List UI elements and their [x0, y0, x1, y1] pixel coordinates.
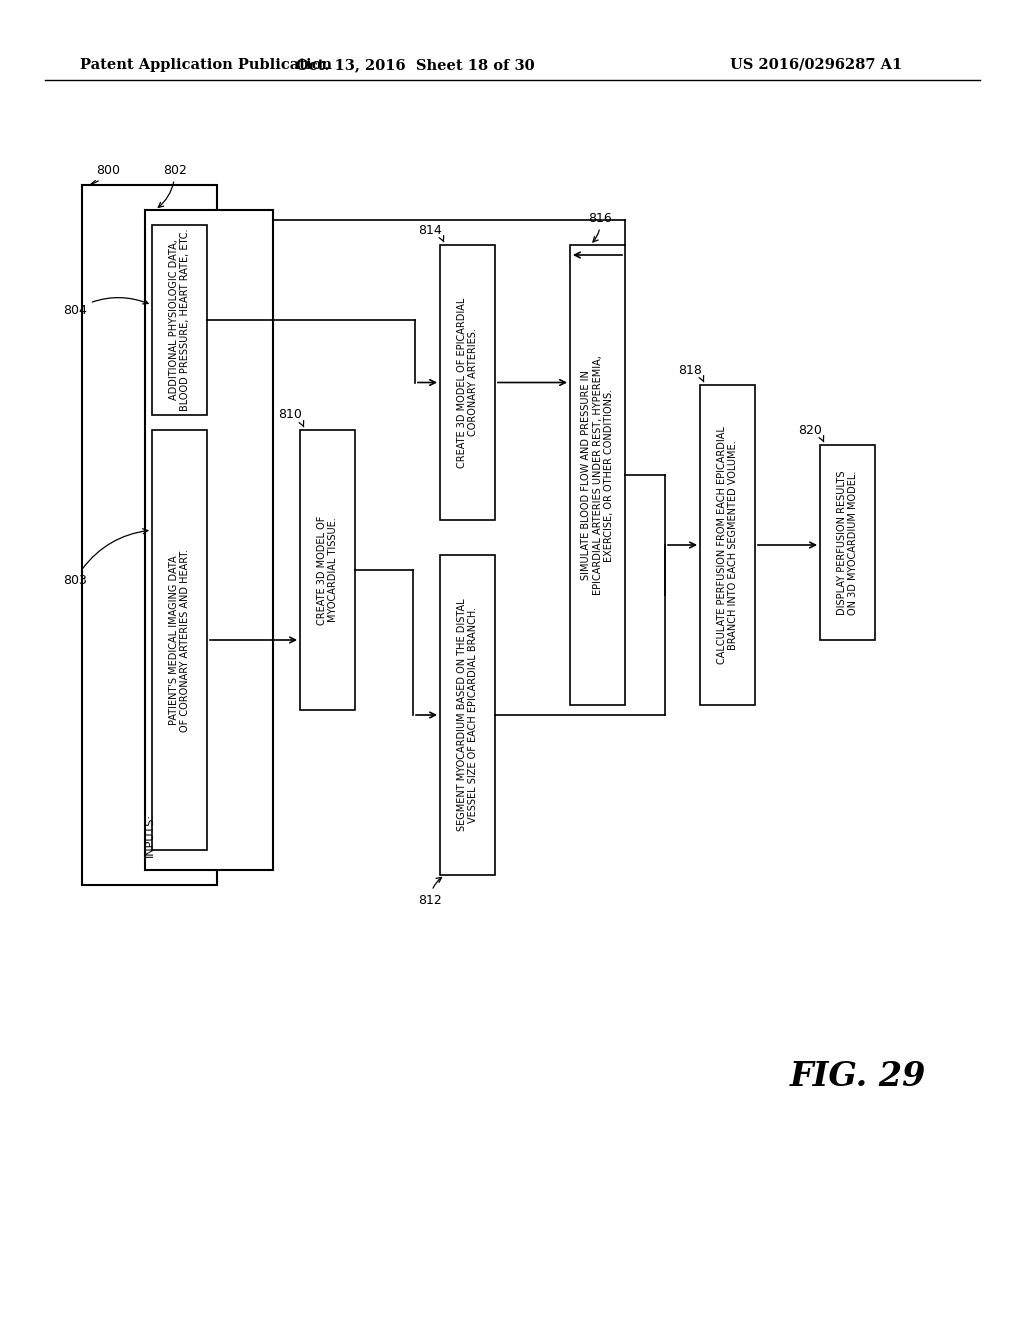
- Text: CREATE 3D MODEL OF
MYOCARDIAL TISSUE.: CREATE 3D MODEL OF MYOCARDIAL TISSUE.: [316, 515, 338, 624]
- Text: US 2016/0296287 A1: US 2016/0296287 A1: [730, 58, 902, 73]
- Bar: [440, 246, 495, 520]
- Text: 812: 812: [418, 878, 442, 907]
- Text: INPUTS:: INPUTS:: [144, 813, 155, 857]
- Bar: [152, 224, 207, 414]
- Text: 810: 810: [279, 408, 304, 426]
- Text: 802: 802: [159, 164, 187, 207]
- Text: 816: 816: [588, 211, 612, 242]
- Text: PATIENT'S MEDICAL IMAGING DATA
OF CORONARY ARTERIES AND HEART.: PATIENT'S MEDICAL IMAGING DATA OF CORONA…: [169, 548, 190, 731]
- Text: ADDITIONAL PHYSIOLOGIC DATA,
BLOOD PRESSURE, HEART RATE, ETC.: ADDITIONAL PHYSIOLOGIC DATA, BLOOD PRESS…: [169, 228, 190, 412]
- Text: CREATE 3D MODEL OF EPICARDIAL
CORONARY ARTERIES.: CREATE 3D MODEL OF EPICARDIAL CORONARY A…: [457, 297, 478, 467]
- Text: SIMULATE BLOOD FLOW AND PRESSURE IN
EPICARDIAL ARTERIES UNDER REST, HYPEREMIA,
E: SIMULATE BLOOD FLOW AND PRESSURE IN EPIC…: [581, 355, 614, 595]
- Text: 814: 814: [418, 223, 443, 242]
- Text: CALCULATE PERFUSION FROM EACH EPICARDIAL
BRANCH INTO EACH SEGMENTED VOLUME.: CALCULATE PERFUSION FROM EACH EPICARDIAL…: [717, 426, 738, 664]
- Bar: [440, 554, 495, 875]
- Bar: [145, 210, 273, 870]
- Text: FIG. 29: FIG. 29: [790, 1060, 927, 1093]
- Bar: [300, 430, 355, 710]
- Bar: [570, 246, 625, 705]
- Text: 804: 804: [63, 297, 148, 317]
- Text: 818: 818: [678, 363, 703, 381]
- Text: 820: 820: [798, 424, 823, 442]
- Bar: [152, 430, 207, 850]
- Text: SEGMENT MYOCARDIUM BASED ON THE DISTAL
VESSEL SIZE OF EACH EPICARDIAL BRANCH.: SEGMENT MYOCARDIUM BASED ON THE DISTAL V…: [457, 599, 478, 832]
- Bar: [82, 185, 217, 884]
- Text: 800: 800: [91, 164, 120, 185]
- Text: 803: 803: [63, 529, 147, 586]
- Text: DISPLAY PERFUSION RESULTS
ON 3D MYOCARDIUM MODEL.: DISPLAY PERFUSION RESULTS ON 3D MYOCARDI…: [837, 470, 858, 615]
- Text: Oct. 13, 2016  Sheet 18 of 30: Oct. 13, 2016 Sheet 18 of 30: [296, 58, 535, 73]
- Bar: [700, 385, 755, 705]
- Bar: [820, 445, 874, 640]
- Text: Patent Application Publication: Patent Application Publication: [80, 58, 332, 73]
